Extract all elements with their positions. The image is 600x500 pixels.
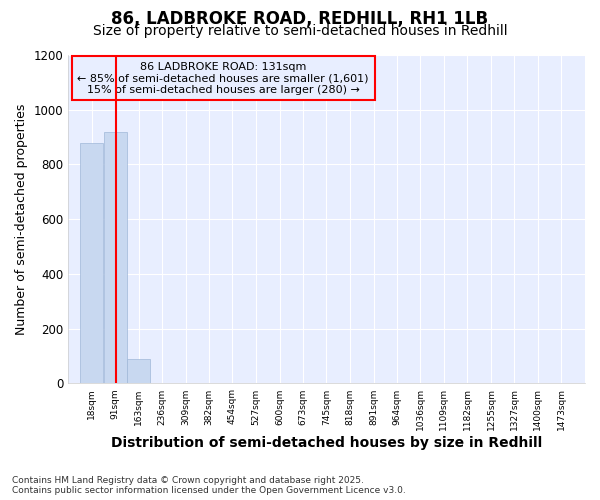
X-axis label: Distribution of semi-detached houses by size in Redhill: Distribution of semi-detached houses by … bbox=[111, 436, 542, 450]
Text: 86 LADBROKE ROAD: 131sqm
← 85% of semi-detached houses are smaller (1,601)
15% o: 86 LADBROKE ROAD: 131sqm ← 85% of semi-d… bbox=[77, 62, 369, 95]
Bar bbox=[80, 142, 103, 384]
Text: 86, LADBROKE ROAD, REDHILL, RH1 1LB: 86, LADBROKE ROAD, REDHILL, RH1 1LB bbox=[112, 10, 488, 28]
Y-axis label: Number of semi-detached properties: Number of semi-detached properties bbox=[15, 104, 28, 335]
Bar bbox=[127, 359, 150, 384]
Bar bbox=[104, 132, 127, 384]
Text: Contains HM Land Registry data © Crown copyright and database right 2025.
Contai: Contains HM Land Registry data © Crown c… bbox=[12, 476, 406, 495]
Text: Size of property relative to semi-detached houses in Redhill: Size of property relative to semi-detach… bbox=[92, 24, 508, 38]
